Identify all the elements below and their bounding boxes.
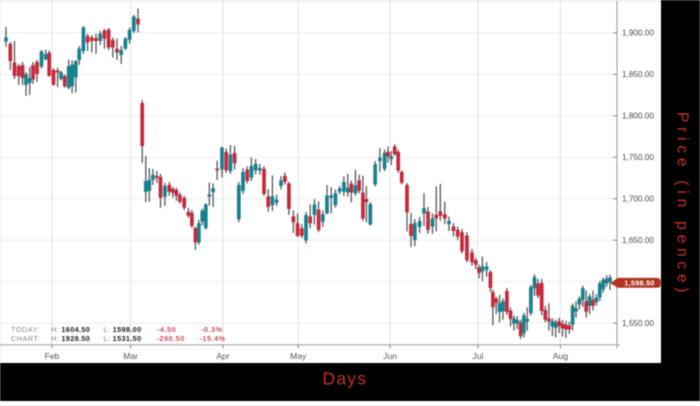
svg-text:Jul: Jul [472, 351, 483, 361]
svg-text:Mar: Mar [123, 351, 138, 361]
svg-text:TODAY:: TODAY: [11, 325, 40, 334]
svg-text:1,598.50: 1,598.50 [624, 279, 654, 288]
svg-text:Days: Days [323, 369, 368, 389]
svg-text:1,850.00: 1,850.00 [622, 70, 654, 79]
svg-text:1,900.00: 1,900.00 [622, 29, 654, 38]
svg-text:1,750.00: 1,750.00 [622, 153, 654, 162]
svg-text:Jun: Jun [383, 351, 397, 361]
svg-text:H: 1928.50: H: 1928.50 [51, 334, 90, 343]
svg-text:Feb: Feb [45, 351, 60, 361]
svg-text:1,650.00: 1,650.00 [622, 236, 654, 245]
svg-text:-0.3%: -0.3% [201, 325, 223, 334]
svg-text:1,550.00: 1,550.00 [622, 319, 654, 328]
svg-text:-290.50: -290.50 [157, 334, 185, 343]
svg-text:-15.4%: -15.4% [200, 334, 226, 343]
svg-text:Price (in pence): Price (in pence) [674, 112, 691, 297]
svg-text:H: 1604.50: H: 1604.50 [51, 325, 90, 334]
svg-text:1,700.00: 1,700.00 [622, 195, 654, 204]
svg-text:L: 1531.50: L: 1531.50 [104, 334, 142, 343]
svg-text:CHART:: CHART: [11, 334, 40, 343]
svg-text:-4.50: -4.50 [157, 325, 176, 334]
svg-text:Aug: Aug [553, 351, 569, 361]
svg-text:May: May [290, 351, 307, 361]
svg-text:Apr: Apr [216, 351, 230, 361]
svg-text:1,800.00: 1,800.00 [622, 112, 654, 121]
svg-text:L: 1598.00: L: 1598.00 [104, 325, 142, 334]
